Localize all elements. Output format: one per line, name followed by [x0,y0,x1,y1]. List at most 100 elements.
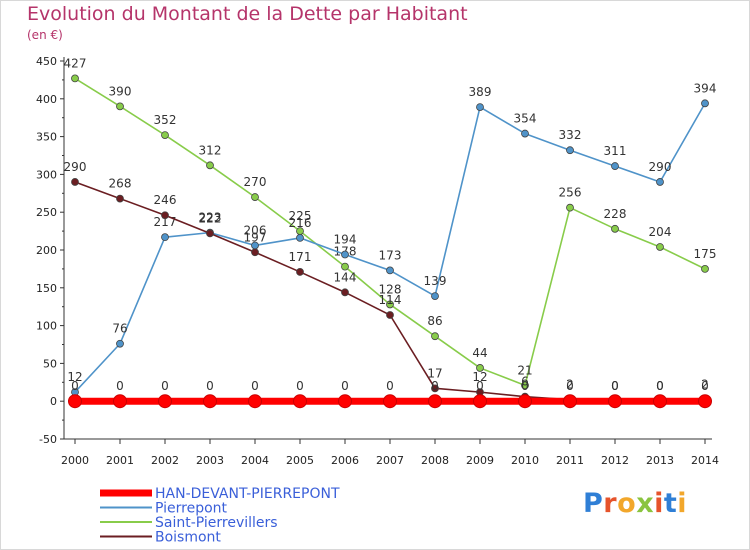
x-tick-label: 2013 [646,454,674,467]
data-point [431,292,439,301]
data-point [431,384,439,393]
data-point [653,394,667,409]
data-point [116,194,124,203]
x-tick-label: 2008 [421,454,449,467]
x-tick-label: 2005 [286,454,314,467]
data-point [611,224,619,233]
data-point [698,394,712,409]
data-label: 0 [431,379,439,393]
data-point [518,394,532,409]
data-label: 0 [71,379,79,393]
logo-letter: i [677,488,688,519]
data-point [161,131,169,139]
data-label: 12 [472,370,487,384]
data-label: 21 [517,363,532,377]
data-label: 17 [427,366,442,380]
data-point [251,248,259,257]
data-label: 0 [611,379,619,393]
legend-label: Boismont [155,530,221,546]
data-label: 86 [427,314,442,328]
data-label: 12 [67,370,82,384]
data-point [701,264,709,273]
data-label: 0 [251,379,259,393]
data-label: 6 [521,375,529,389]
x-tick-label: 2002 [151,454,179,467]
data-point [383,394,397,409]
data-point [521,129,529,138]
data-point [341,262,349,271]
data-label: 0 [386,379,394,393]
logo-letter: P [583,488,604,519]
logo-letter: r [603,488,618,519]
data-label: 228 [604,207,627,221]
data-label: 173 [379,248,402,262]
y-tick-label: 350 [36,131,57,144]
y-tick-label: 400 [36,93,57,106]
data-label: 256 [559,186,582,200]
data-label: 394 [694,81,717,95]
data-point [476,364,484,372]
proxiti-logo: Proxiti [583,488,687,519]
data-label: 0 [476,379,484,393]
data-point [206,229,214,238]
data-label: 390 [109,84,132,98]
data-point [68,394,82,409]
data-point [386,266,394,275]
data-label: 352 [154,113,177,127]
data-point [158,394,172,409]
data-point [566,146,574,155]
data-point [566,203,574,212]
data-label: 128 [379,282,402,296]
data-label: 2 [566,378,574,392]
legend-label: Saint-Pierrevillers [155,515,278,531]
data-label: 2 [701,378,709,392]
data-label: 0 [296,379,304,393]
x-tick-label: 2012 [601,454,629,467]
data-point [521,381,529,390]
data-label: 0 [566,379,574,393]
data-point [251,193,259,201]
x-tick-label: 2006 [331,454,359,467]
data-label: 246 [154,193,177,207]
chart-subtitle: (en €) [27,28,63,42]
x-tick-label: 2009 [466,454,494,467]
x-tick-label: 2000 [61,454,89,467]
x-tick-label: 2003 [196,454,224,467]
data-label: 225 [289,209,312,223]
data-point [116,339,124,348]
legend-label: Pierrepont [155,501,228,517]
data-label: 268 [109,177,132,191]
data-label: 217 [154,215,177,229]
data-label: 175 [694,247,717,261]
legend-label: HAN-DEVANT-PIERREPONT [155,486,340,502]
data-point [296,234,304,242]
y-tick-label: 0 [50,395,57,408]
data-label: 194 [334,233,357,247]
x-tick-label: 2011 [556,454,584,467]
data-label: 354 [514,112,537,126]
data-label: 0 [341,379,349,393]
data-point [71,74,79,83]
data-label: 311 [604,144,627,158]
data-point [386,311,394,319]
logo-letter: x [636,488,655,519]
x-tick-label: 2014 [691,454,719,467]
data-label: 144 [334,270,357,284]
data-point [608,394,622,409]
data-point [248,394,262,409]
data-point [386,300,394,309]
data-label: 0 [611,379,619,393]
data-point [161,211,169,220]
x-tick-label: 2010 [511,454,539,467]
data-point [113,394,127,409]
data-label: 0 [116,379,124,393]
chart-title: Evolution du Montant de la Dette par Hab… [27,3,468,25]
data-label: 290 [64,160,87,174]
data-label: 204 [649,225,672,239]
data-label: 427 [64,56,87,70]
x-tick-label: 2004 [241,454,269,467]
data-label: 0 [206,379,214,393]
data-label: 222 [199,211,222,225]
data-label: 389 [469,85,492,99]
